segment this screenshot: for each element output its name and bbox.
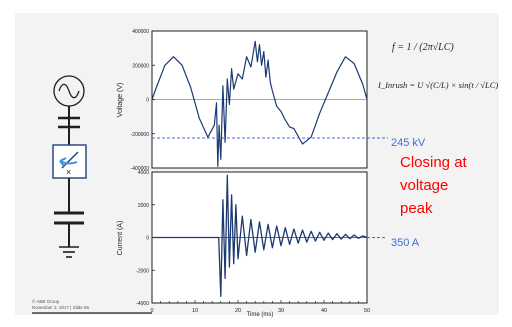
closing-note-line-2: voltage — [400, 177, 448, 194]
voltage-y-tick-label: 200000 — [132, 63, 149, 69]
voltage-axis-label: Voltage (V) — [117, 83, 124, 118]
frequency-formula: f = 1 / (2π√LC) — [392, 42, 454, 53]
ac-sine-glyph — [58, 83, 80, 99]
time-x-ticks: 0 10 20 30 40 50 — [150, 300, 370, 314]
current-y-tick-label: -4000 — [136, 301, 149, 307]
voltage-y-tick-label: 400000 — [132, 29, 149, 35]
current-y-tick-label: 2000 — [138, 203, 149, 209]
time-x-tick-label: 40 — [321, 308, 327, 314]
voltage-peak-label: 245 kV — [391, 137, 426, 149]
time-x-tick-label: 0 — [150, 308, 153, 314]
breaker-x-mark: × — [66, 167, 71, 177]
current-y-tick-label: 4000 — [138, 170, 149, 176]
time-axis-label: Time (ms) — [247, 312, 274, 318]
voltage-y-tick-label: -400000 — [131, 166, 150, 172]
current-y-tick-label: -2000 — [136, 268, 149, 274]
closing-arrowhead — [59, 157, 67, 167]
circuit-schematic: × — [52, 75, 87, 258]
voltage-y-ticks: 400000 200000 0 -200000 -400000 — [131, 29, 155, 172]
current-axis-label: Current (A) — [117, 221, 124, 256]
time-x-tick-label: 20 — [235, 308, 241, 314]
time-x-tick-label: 30 — [278, 308, 284, 314]
current-y-ticks: 4000 2000 0 -2000 -4000 — [136, 170, 155, 307]
current-trace — [152, 174, 368, 298]
breaker-box — [52, 144, 87, 179]
closing-note-line-3: peak — [400, 200, 433, 217]
current-peak-label: 350 A — [391, 237, 420, 249]
inrush-formula: I_Inrush = U √(C/L) × sin(t / √LC) — [377, 80, 498, 90]
voltage-chart: Voltage (V) 400000 200000 0 -200000 -400000 — [117, 29, 368, 172]
voltage-y-tick-label: -200000 — [131, 132, 150, 138]
voltage-trace — [151, 40, 368, 167]
closing-note-line-1: Closing at — [400, 154, 468, 171]
footer-line-1: © ABB Group — [32, 298, 60, 304]
time-x-tick-label: 50 — [364, 308, 370, 314]
voltage-y-tick-label: 0 — [146, 98, 149, 104]
current-chart: Current (A) Time (ms) 4000 2000 0 -2000 -400… — [117, 170, 370, 318]
current-y-tick-label: 0 — [146, 236, 149, 242]
footer-line-2: November 2, 2017 | Slide 56 — [32, 305, 89, 310]
time-x-tick-label: 10 — [192, 308, 198, 314]
